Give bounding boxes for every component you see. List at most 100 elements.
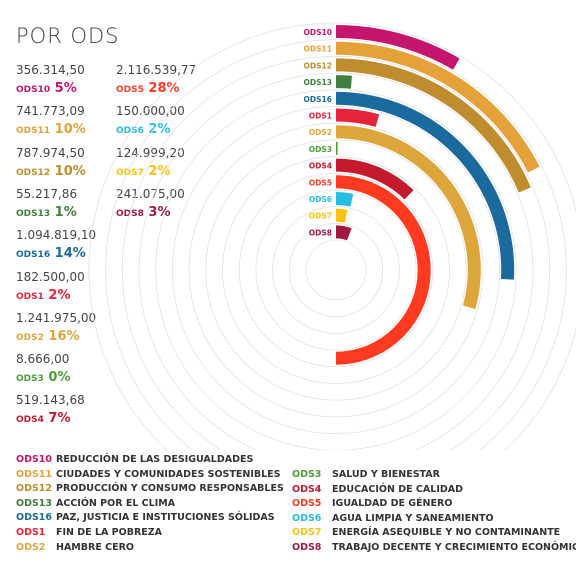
bar-ods1 [336,108,380,127]
stat-percent: 3% [143,204,171,220]
grid-ring [155,89,517,450]
legend-code: ODS11 [16,468,53,480]
stat-code: ODS4 [16,415,44,426]
legend-code: ODS4 [292,483,322,495]
stat-amount: 787.974,50 [16,145,85,160]
bar-ods13 [336,75,352,89]
legend-name: AGUA LIMPIA Y SANEAMIENTO [332,512,494,524]
grid-ring [138,72,534,450]
bar-ods8 [336,225,352,241]
stat-ods10: 356.314,50 ODS10 5% [16,64,85,95]
grid-ring [222,156,450,384]
grid-ring [105,39,567,450]
legend-item-ods13: ODS13 ACCIÓN POR EL CLIMA [16,499,175,509]
legend-code: ODS1 [16,527,46,538]
stat-percent: 7% [43,411,71,427]
bar-ods10 [336,25,460,70]
stat-percent: 2% [43,287,71,303]
legend-code: ODS16 [16,512,53,524]
bar-label-ods11: ODS11 [304,45,332,54]
legend-item-ods7: ODS7 ENERGÍA ASEQUIBLE Y NO CONTAMINANTE [292,528,560,538]
bar-ods2 [336,125,481,309]
legend-code: ODS13 [16,497,53,509]
bar-ods12 [336,58,531,193]
stat-ods2: 1.241.975,00 ODS2 16% [16,312,96,343]
legend-item-ods1: ODS1 FIN DE LA POBREZA [16,528,162,538]
legend-name: REDUCCIÓN DE LAS DESIGUALDADES [56,454,254,465]
legend-name: EDUCACIÓN DE CALIDAD [332,483,463,495]
stat-amount: 182.500,00 [16,269,85,284]
bar-label-ods2: ODS2 [309,128,332,137]
stat-percent: 10% [50,163,86,179]
stat-code: ODS7 [116,167,144,178]
bar-label-ods16: ODS16 [304,95,332,104]
legend-name: IGUALDAD DE GÉNERO [332,498,453,510]
legend-name: SALUD Y BIENESTAR [332,469,440,480]
bar-label-ods6: ODS6 [309,195,332,204]
legend-item-ods3: ODS3 SALUD Y BIENESTAR [292,470,440,480]
bar-ods3 [336,141,338,155]
stat-percent: 14% [50,246,86,262]
stat-amount: 356.314,50 [16,63,85,77]
stat-amount: 2.116.539,77 [116,63,197,77]
stat-code: ODS10 [16,85,51,95]
stat-ods3: 8.666,00 ODS3 0% [16,353,70,384]
stat-ods1: 182.500,00 ODS1 2% [16,271,85,302]
grid-ring [305,239,367,301]
legend-code: ODS12 [16,483,53,495]
grid-ring [88,22,576,450]
bar-label-ods3: ODS3 [309,145,332,154]
grid-ring [255,189,417,351]
legend-item-ods16: ODS16 PAZ, JUSTICIA E INSTITUCIONES SÓLID… [16,513,275,523]
bar-ods16 [336,91,515,280]
bar-label-ods1: ODS1 [309,112,332,121]
stat-code: ODS5 [116,85,144,95]
bar-label-ods8: ODS8 [309,228,332,237]
bar-label-ods10: ODS10 [304,28,332,37]
grid-ring [171,105,501,435]
stat-amount: 241.075,00 [116,186,185,201]
stat-percent: 10% [50,122,86,138]
legend-item-ods5: ODS5 IGUALDAD DE GÉNERO [292,499,452,509]
stat-code: ODS11 [16,126,51,137]
grid-ring [238,172,434,368]
bar-ods11 [336,41,540,173]
stat-amount: 55.217,86 [16,186,78,201]
stat-ods12: 787.974,50 ODS12 10% [16,147,86,178]
legend-item-ods6: ODS6 AGUA LIMPIA Y SANEAMIENTO [292,514,494,524]
stat-ods4: 519.143,68 ODS4 7% [16,394,85,425]
legend-item-ods10: ODS10 REDUCCIÓN DE LAS DESIGUALDADES [16,455,253,465]
legend-code: ODS2 [16,541,46,553]
stat-percent: 1% [50,204,77,220]
stat-code: ODS12 [16,167,51,178]
legend-item-ods12: ODS12 PRODUCCIÓN Y CONSUMO RESPONSABLES [16,484,284,494]
stat-amount: 124.999,20 [116,145,185,160]
bar-label-ods5: ODS5 [309,178,332,187]
legend-item-ods2: ODS2 HAMBRE CERO [16,541,134,553]
stat-amount: 8.666,00 [16,352,70,367]
legend-item-ods8: ODS8 TRABAJO DECENTE Y CRECIMIENTO ECONÓM… [292,543,576,553]
grid-ring [188,122,484,418]
bar-label-ods12: ODS12 [304,61,332,70]
stat-amount: 1.094.819,10 [16,228,97,243]
stat-code: ODS6 [116,126,144,137]
radial-bar-chart: ODS10 ODS11 ODS12 ODS13 ODS16 ODS1 ODS2 ODS3 ODS… [88,22,576,450]
stat-ods16: 1.094.819,10 ODS16 14% [16,229,96,260]
stat-code: ODS13 [16,208,51,219]
stat-code: ODS1 [16,291,44,302]
grid-ring [288,222,384,318]
legend-name: ENERGÍA ASEQUIBLE Y NO CONTAMINANTE [332,527,561,539]
legend-code: ODS10 [16,454,53,465]
bar-ods7 [336,208,348,223]
stat-percent: 2% [143,122,171,138]
legend-name: TRABAJO DECENTE Y CRECIMIENTO ECONÓMICO [332,542,576,553]
legend-name: CIUDADES Y COMUNIDADES SOSTENIBLES [56,468,281,480]
stat-amount: 150.000,00 [116,104,185,119]
legend-name: PRODUCCIÓN Y CONSUMO RESPONSABLES [56,483,284,495]
grid-ring [272,206,400,334]
stat-amount: 741.773,09 [16,104,85,119]
stat-percent: 5% [50,81,77,96]
stat-percent: 2% [143,163,171,179]
stat-amount: 519.143,68 [16,393,85,408]
bar-label-ods7: ODS7 [309,212,332,221]
